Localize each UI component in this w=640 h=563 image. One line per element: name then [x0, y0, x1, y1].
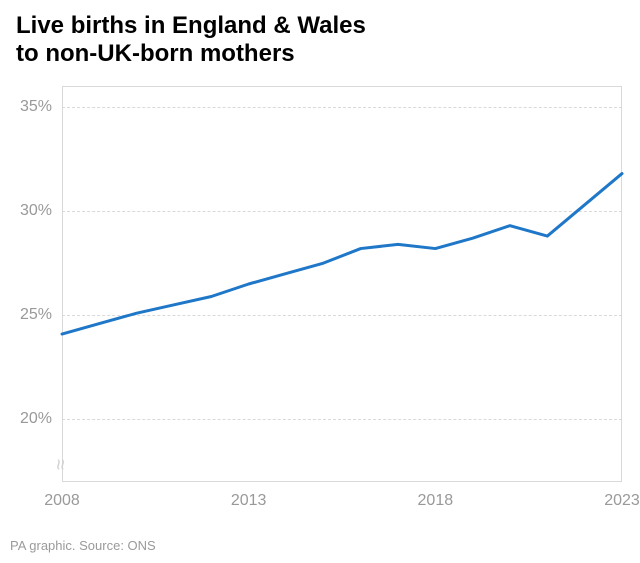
x-tick-label: 2023	[604, 492, 640, 510]
x-tick-label: 2008	[44, 492, 80, 510]
chart-title-line2: to non-UK-born mothers	[16, 40, 295, 67]
x-tick-label: 2013	[231, 492, 267, 510]
plot-area: 20%25%30%35% 2008201320182023 ≈	[0, 80, 640, 520]
source-caption: PA graphic. Source: ONS	[10, 538, 156, 553]
chart-title-line1: Live births in England & Wales	[16, 12, 366, 39]
series-path	[62, 174, 622, 334]
chart-title: Live births in England & Wales to non-UK…	[16, 12, 624, 69]
line-series	[0, 80, 624, 484]
x-tick-label: 2018	[418, 492, 454, 510]
chart-container: { "title_line1": "Live births in England…	[0, 0, 640, 563]
